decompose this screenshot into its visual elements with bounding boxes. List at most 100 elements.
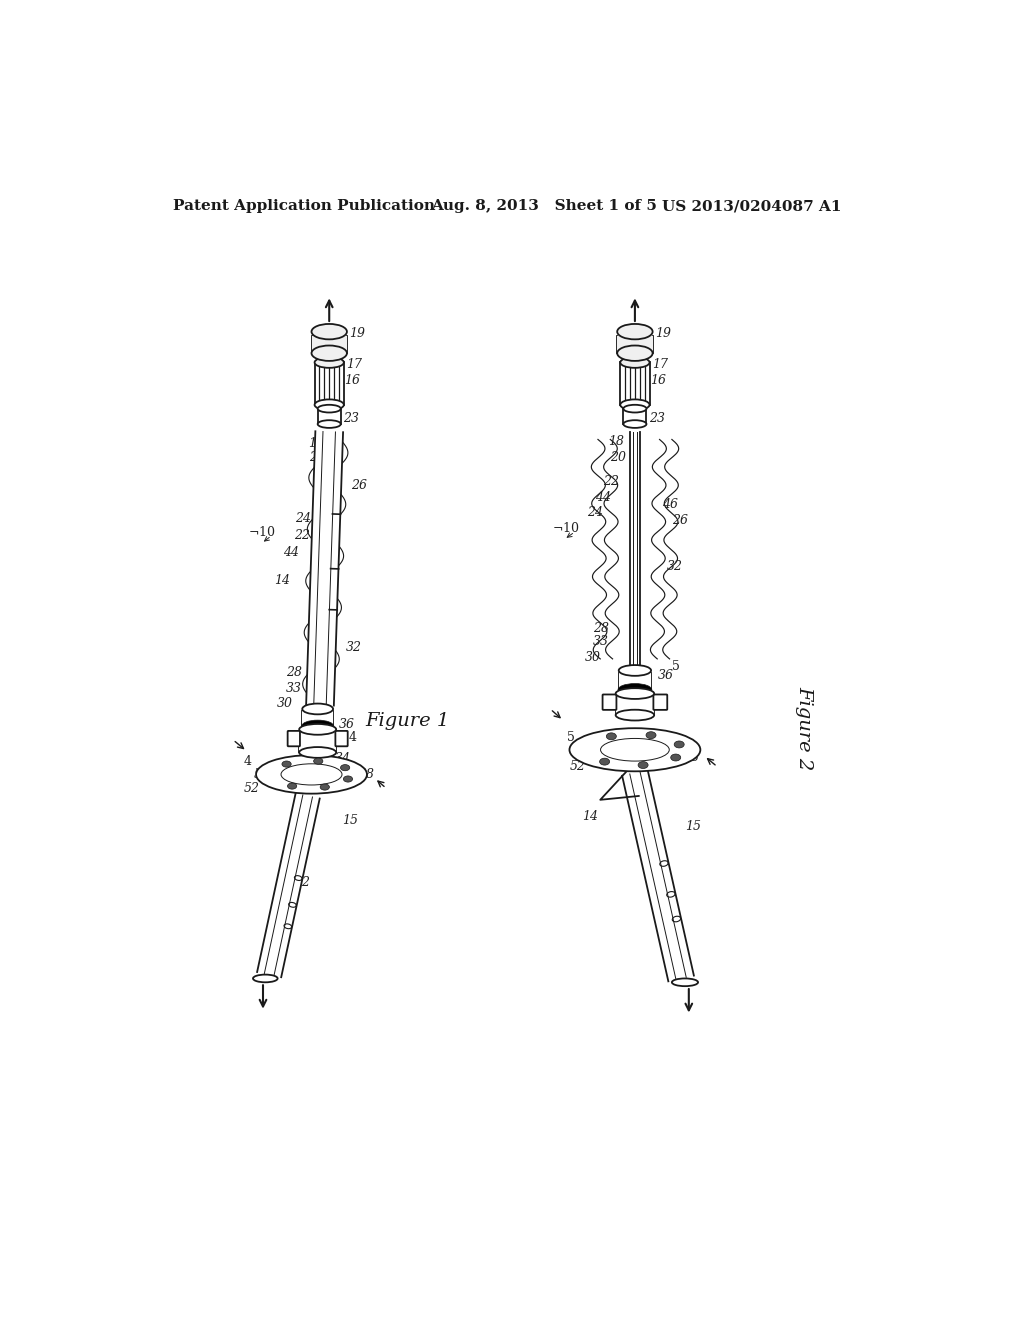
Text: 48: 48 — [683, 751, 698, 764]
Polygon shape — [621, 363, 649, 405]
Text: 22: 22 — [294, 529, 310, 543]
Text: $\neg$10: $\neg$10 — [552, 521, 580, 535]
Text: 17: 17 — [346, 358, 362, 371]
Ellipse shape — [311, 323, 347, 339]
Text: 20: 20 — [610, 450, 627, 463]
Text: 5: 5 — [672, 660, 680, 673]
Text: 30: 30 — [585, 651, 601, 664]
Text: Figure 2: Figure 2 — [796, 686, 813, 771]
Text: 26: 26 — [672, 513, 688, 527]
Text: 23: 23 — [649, 412, 665, 425]
Ellipse shape — [288, 783, 297, 789]
Text: Aug. 8, 2013   Sheet 1 of 5: Aug. 8, 2013 Sheet 1 of 5 — [431, 199, 656, 213]
Ellipse shape — [302, 704, 333, 714]
Ellipse shape — [624, 420, 646, 428]
Text: 33: 33 — [286, 681, 302, 694]
Text: 15: 15 — [685, 820, 701, 833]
Ellipse shape — [606, 733, 616, 739]
Text: 23: 23 — [343, 412, 359, 425]
Text: $\neg$10: $\neg$10 — [249, 525, 276, 539]
Text: 30: 30 — [276, 697, 293, 710]
Text: 36: 36 — [658, 669, 674, 682]
Ellipse shape — [674, 741, 684, 748]
Text: 14: 14 — [273, 574, 290, 587]
Text: 19: 19 — [349, 327, 366, 341]
Text: 44: 44 — [283, 546, 299, 560]
Polygon shape — [306, 432, 343, 706]
Polygon shape — [257, 793, 319, 977]
Text: 28: 28 — [286, 667, 302, 680]
Ellipse shape — [600, 758, 609, 766]
Text: 4: 4 — [348, 731, 356, 744]
Polygon shape — [302, 711, 333, 743]
Text: Patent Application Publication: Patent Application Publication — [173, 199, 435, 213]
Polygon shape — [317, 409, 341, 424]
Text: 17: 17 — [652, 358, 668, 371]
Polygon shape — [314, 363, 344, 405]
Ellipse shape — [617, 346, 652, 360]
Ellipse shape — [317, 420, 341, 428]
Ellipse shape — [317, 405, 341, 413]
Ellipse shape — [569, 729, 700, 771]
Ellipse shape — [671, 754, 681, 762]
Text: 34: 34 — [672, 737, 688, 750]
Polygon shape — [615, 696, 654, 715]
FancyBboxPatch shape — [602, 694, 616, 710]
Text: 50: 50 — [569, 743, 586, 756]
Text: 18: 18 — [307, 437, 324, 450]
Ellipse shape — [343, 776, 352, 781]
Text: 36: 36 — [339, 718, 355, 731]
Ellipse shape — [253, 974, 278, 982]
Ellipse shape — [311, 346, 347, 360]
Text: 16: 16 — [345, 374, 360, 387]
Text: 15: 15 — [342, 814, 358, 828]
Text: 12: 12 — [295, 875, 310, 888]
Ellipse shape — [621, 358, 649, 368]
Ellipse shape — [314, 400, 344, 411]
Text: 32: 32 — [346, 640, 362, 653]
Text: 52: 52 — [244, 781, 260, 795]
Text: 22: 22 — [602, 475, 618, 488]
Text: 26: 26 — [351, 479, 367, 492]
Text: 12: 12 — [658, 891, 674, 904]
Text: 24: 24 — [295, 512, 311, 525]
Ellipse shape — [646, 731, 656, 739]
Text: Figure 1: Figure 1 — [366, 711, 450, 730]
Ellipse shape — [617, 684, 652, 696]
Ellipse shape — [621, 400, 649, 411]
Text: 48: 48 — [357, 768, 374, 781]
Ellipse shape — [314, 358, 344, 368]
Text: 46: 46 — [662, 499, 678, 511]
Ellipse shape — [313, 758, 323, 764]
Text: 52: 52 — [569, 760, 586, 774]
Ellipse shape — [672, 978, 698, 986]
Text: US 2013/0204087 A1: US 2013/0204087 A1 — [662, 199, 842, 213]
Text: 24: 24 — [587, 506, 603, 519]
FancyBboxPatch shape — [336, 731, 348, 746]
Polygon shape — [299, 731, 336, 752]
Text: 28: 28 — [593, 622, 608, 635]
Polygon shape — [618, 673, 651, 709]
Ellipse shape — [299, 747, 336, 758]
Ellipse shape — [301, 721, 334, 733]
Text: 46: 46 — [322, 614, 338, 627]
Text: 14: 14 — [583, 810, 599, 824]
Ellipse shape — [321, 784, 330, 791]
Polygon shape — [311, 335, 347, 354]
Ellipse shape — [615, 710, 654, 721]
Text: 34: 34 — [335, 752, 350, 766]
Ellipse shape — [638, 762, 648, 768]
Text: 5: 5 — [567, 731, 575, 744]
Text: 20: 20 — [309, 450, 326, 463]
Ellipse shape — [624, 405, 646, 413]
Ellipse shape — [256, 755, 367, 793]
Ellipse shape — [618, 665, 651, 676]
Text: 18: 18 — [608, 436, 624, 449]
Ellipse shape — [299, 723, 336, 735]
Text: 33: 33 — [593, 635, 608, 648]
Polygon shape — [623, 770, 694, 981]
Text: 19: 19 — [655, 327, 671, 341]
Ellipse shape — [615, 688, 654, 700]
Text: 16: 16 — [650, 374, 667, 387]
Text: 44: 44 — [595, 491, 611, 504]
